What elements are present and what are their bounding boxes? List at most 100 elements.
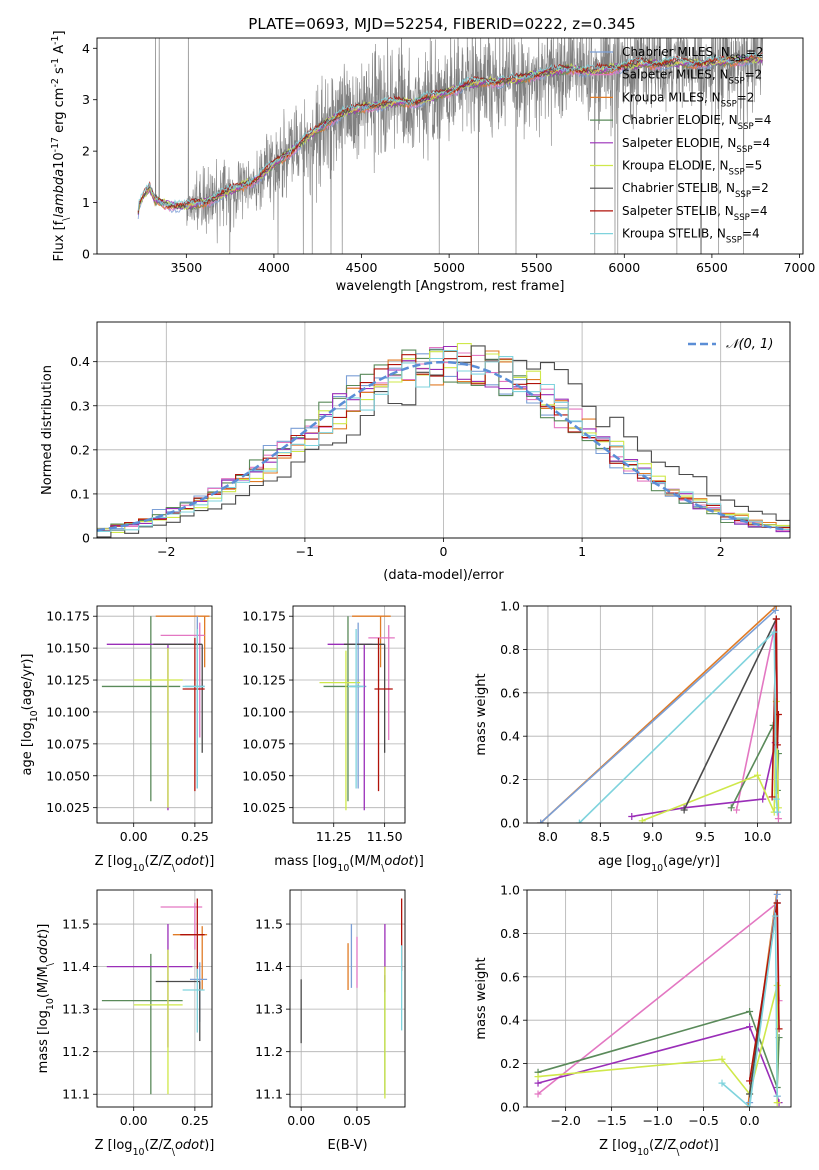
figure-title: PLATE=0693, MJD=52254, FIBERID=0222, z=0… [248,15,635,33]
x-tick-label: 0 [440,544,448,559]
errorbar-point-kroupa-stelib [182,628,205,789]
errorbar-point-chabrier-elodie [101,616,181,802]
model-spectrum-kroupa-stelib [137,51,763,211]
axes-age_vs_Z: 0.00 0.25 10.025 10.050 10.075 10.100 10.125 10… [20,605,215,874]
x-axis-label: Z [log10(Z/Z\odot)] [95,854,215,874]
weight-marker [771,912,779,920]
weight-marker [718,1055,726,1063]
plot-background [293,606,405,823]
weight-marker [534,1090,542,1098]
x-tick-label: 2 [717,544,725,559]
errorbar-point-kroupa-miles [155,615,210,668]
y-tick-label: 10.075 [242,736,286,751]
weight-marker [753,771,761,779]
y-tick-label: 0.6 [500,969,520,984]
y-tick-label: 0 [82,247,90,262]
axes-spectrum: 3500 4000 4500 5000 5500 6000 6500 7000 0 1 2 3 4 wav… [50,30,816,294]
axes-residuals: −2 −1 0 1 2 0 0.1 0.2 0.3 0.4 (data-model)/error No… [40,321,791,583]
weight-marker [773,1092,781,1100]
y-tick-label: 11.4 [255,959,283,974]
y-tick-label: 11.1 [62,1087,90,1102]
weight-marker [774,711,782,718]
weight-marker [746,1023,754,1031]
weight-marker [768,793,776,801]
axes-frame [526,605,792,824]
x-tick-label: 4500 [346,260,378,275]
x-tick-label: 0.25 [181,829,209,844]
y-tick-label: 0.2 [500,772,520,787]
weight-marker [718,1079,726,1087]
errorbar-point-kroupa-stelib [182,968,205,1033]
weight-marker [772,615,780,623]
y-tick-label: 11.3 [62,1002,90,1017]
x-tick-label: −1.5 [596,1113,626,1128]
weight-marker [759,795,767,803]
errorbar-point-salpeter-miles [160,902,203,950]
legend-label: 𝒩(0, 1) [726,337,773,352]
plot-background [290,890,405,1107]
plot-area [137,38,763,254]
normal-distribution-curve [97,360,788,532]
weight-marker [770,628,778,636]
plot-area [101,615,210,811]
y-tick-label: 0.4 [70,354,90,369]
errorbar-point-chabrier-stelib [153,643,203,753]
y-tick-label: 0.4 [500,1013,520,1028]
x-tick-label: 4000 [258,260,290,275]
plot-area [537,606,782,823]
errorbar-point-salpeter-miles [368,625,395,741]
y-tick-label: 1 [82,195,90,210]
legend-label: Chabrier ELODIE, NSSP=4 [622,113,771,132]
x-tick-label: 6500 [696,260,728,275]
weight-marker [534,1073,542,1081]
y-tick-label: 0 [82,531,90,546]
y-tick-label: 1.0 [500,883,520,898]
y-tick-label: 10.125 [46,673,90,688]
weight-marker [771,606,779,614]
weight-marker [774,815,782,823]
y-tick-label: 4 [82,41,90,56]
y-tick-label: 11.5 [62,917,90,932]
x-tick-label: 11.50 [367,829,403,844]
x-tick-label: 6000 [608,260,640,275]
errorbar-point-chabrier-elodie [101,953,183,1095]
y-tick-label: 10.175 [46,609,90,624]
y-tick-label: 1.0 [500,599,520,614]
weight-marker [773,1099,781,1107]
y-tick-label: 0.8 [500,926,520,941]
x-tick-label: 11.25 [316,829,352,844]
legend-label: Kroupa MILES, NSSP=2 [622,90,754,109]
y-tick-label: 10.150 [46,641,90,656]
x-tick-label: −1 [296,544,314,559]
plot-area [101,898,208,1095]
axes-weight_vs_Z: −2.0 −1.5 −1.0 −0.5 0.0 0.0 0.2 0.4 0.6 0.8 1.0 Z [… [474,883,792,1158]
y-tick-label: 11.3 [255,1002,283,1017]
weight-marker [534,1079,542,1087]
y-tick-label: 2 [82,144,90,159]
weight-line-chabrier-miles [540,609,776,823]
weight-marker [772,795,780,803]
errorbar-point-salpeter-stelib [374,637,393,792]
axes-frame [96,605,213,824]
x-tick-label: −2.0 [550,1113,580,1128]
y-axis-label: Flux [f\lambda10-17 erg cm-2 s-1 A-1] [50,30,72,261]
axes-frame [96,889,213,1108]
x-tick-label: 5000 [433,260,465,275]
x-axis-label: (data-model)/error [383,568,504,583]
y-tick-label: 0.0 [500,1100,520,1115]
weight-line-chabrier-elodie [537,1010,780,1088]
plot-area [300,898,403,1099]
axes-frame [96,321,791,539]
errorbar-point-kroupa-elodie [133,648,183,808]
x-axis-label: mass [log10(M/M\odot)] [274,854,424,874]
spectrum-legend: Chabrier MILES, NSSP=2 Salpeter MILES, NS… [590,45,771,246]
plot-area [97,343,790,538]
weight-marker [746,1103,754,1107]
x-tick-label: 5500 [521,260,553,275]
plot-background [97,890,212,1107]
errorbar-point-kroupa-stelib [347,628,365,789]
y-tick-label: 10.075 [46,736,90,751]
errorbar-point-salpeter-stelib [180,898,205,978]
legend-label: Kroupa ELODIE, NSSP=5 [622,159,762,178]
